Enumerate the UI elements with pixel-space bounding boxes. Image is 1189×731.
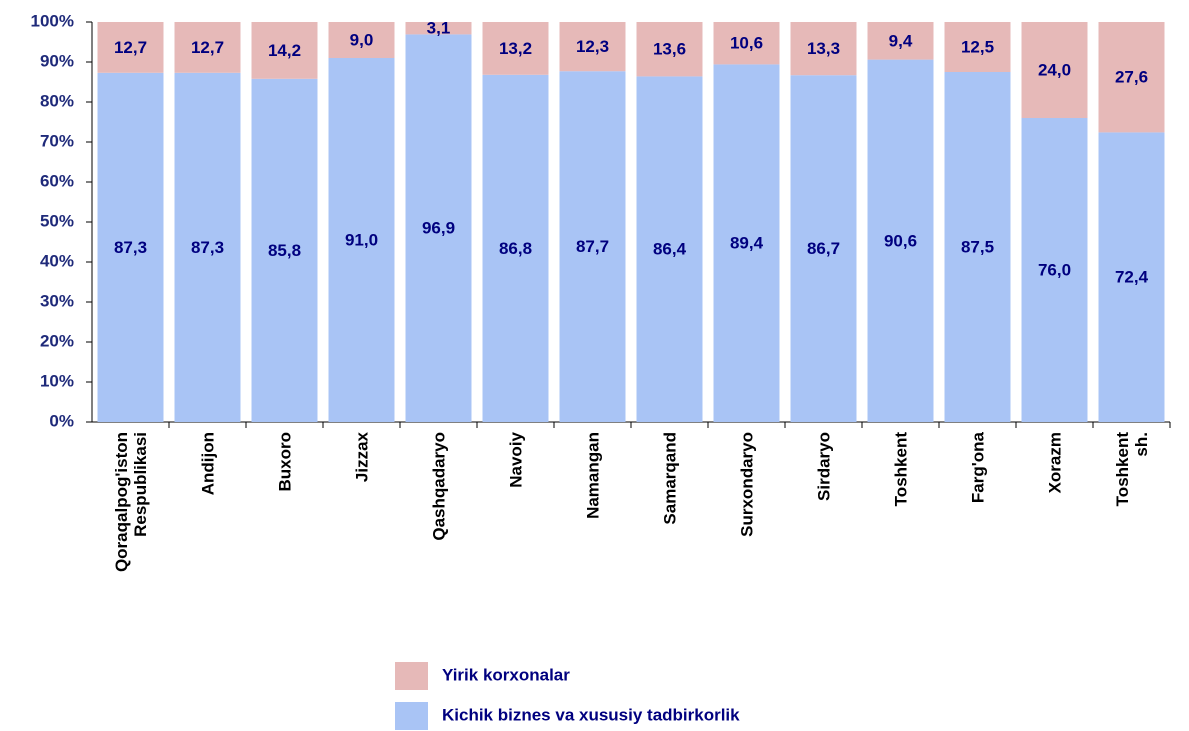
bar-segment	[867, 22, 934, 60]
bar-segment	[405, 22, 472, 35]
bar-segment	[174, 22, 241, 73]
y-tick-label: 40%	[40, 251, 74, 270]
y-tick-label: 90%	[40, 51, 74, 70]
value-label: 86,8	[499, 239, 532, 258]
x-tick-label: Samarqand	[660, 432, 679, 525]
x-tick-label: Toshkent sh.	[1112, 432, 1151, 507]
value-label: 72,4	[1115, 268, 1149, 287]
bar-segment	[1021, 118, 1088, 422]
x-tick-label: Qoraqalpog'iston Respublikasi	[111, 432, 150, 573]
bar-segment	[328, 58, 395, 422]
x-tick-label: Andijon	[198, 432, 217, 496]
bar-segment	[944, 72, 1011, 422]
bar-segment	[174, 72, 241, 423]
bar-segment	[944, 22, 1011, 72]
value-label: 10,6	[730, 34, 763, 53]
y-tick-label: 30%	[40, 291, 74, 310]
value-label: 24,0	[1038, 60, 1071, 79]
bar-segment	[790, 22, 857, 76]
value-label: 86,7	[807, 239, 840, 258]
bar-segment	[636, 76, 703, 423]
y-tick-label: 80%	[40, 91, 74, 110]
value-label: 12,3	[576, 37, 609, 56]
bar-segment	[559, 22, 626, 72]
value-label: 27,6	[1115, 68, 1148, 87]
legend-label: Kichik biznes va xususiy tadbirkorlik	[442, 705, 740, 724]
x-tick-label: Xorazm	[1045, 432, 1064, 494]
bar-segment	[867, 59, 934, 422]
x-tick-label: Buxoro	[275, 432, 294, 492]
y-tick-label: 50%	[40, 211, 74, 230]
bar-segment	[559, 71, 626, 422]
value-label: 13,2	[499, 39, 532, 58]
y-tick-label: 10%	[40, 371, 74, 390]
bar-segment	[713, 22, 780, 65]
bar-segment	[482, 22, 549, 75]
bar-segment	[405, 34, 472, 423]
bar-segment	[1098, 22, 1165, 133]
legend-swatch	[395, 702, 428, 730]
value-label: 76,0	[1038, 260, 1071, 279]
x-tick-label: Qashqadaryo	[429, 432, 448, 541]
value-label: 12,7	[191, 38, 224, 57]
value-label: 87,3	[191, 238, 224, 257]
bar-segment	[713, 64, 780, 423]
bar-segment	[97, 22, 164, 73]
y-tick-label: 60%	[40, 171, 74, 190]
bar-segment	[97, 72, 164, 423]
bar-segment	[482, 74, 549, 423]
x-tick-label: Farg'ona	[968, 432, 987, 504]
value-label: 3,1	[427, 19, 451, 38]
legend-label: Yirik korxonalar	[442, 665, 570, 684]
value-label: 91,0	[345, 230, 378, 249]
x-tick-label: Jizzax	[352, 432, 371, 483]
x-tick-label: Surxondaryo	[737, 432, 756, 537]
bar-segment	[636, 22, 703, 77]
bar-segment	[1098, 132, 1165, 422]
bar-segment	[251, 78, 318, 423]
value-label: 13,3	[807, 39, 840, 58]
value-label: 86,4	[653, 240, 687, 259]
value-label: 87,5	[961, 237, 994, 256]
x-tick-label: Namangan	[583, 432, 602, 519]
y-tick-label: 100%	[31, 11, 74, 30]
bar-segment	[328, 22, 395, 58]
value-label: 12,7	[114, 38, 147, 57]
value-label: 96,9	[422, 219, 455, 238]
value-label: 12,5	[961, 37, 994, 56]
bar-segment	[1021, 22, 1088, 118]
bar-segment	[251, 22, 318, 79]
value-label: 14,2	[268, 41, 301, 60]
x-tick-label: Navoiy	[506, 432, 525, 488]
value-label: 13,6	[653, 40, 686, 59]
legend-swatch	[395, 662, 428, 690]
x-tick-label: Sirdaryo	[814, 432, 833, 501]
value-label: 90,6	[884, 231, 917, 250]
bar-segment	[790, 75, 857, 422]
value-label: 9,4	[889, 31, 913, 50]
y-tick-label: 20%	[40, 331, 74, 350]
x-tick-label: Toshkent	[891, 432, 910, 507]
value-label: 89,4	[730, 234, 764, 253]
value-label: 85,8	[268, 241, 301, 260]
y-tick-label: 0%	[49, 411, 74, 430]
y-tick-label: 70%	[40, 131, 74, 150]
value-label: 87,7	[576, 237, 609, 256]
value-label: 87,3	[114, 238, 147, 257]
value-label: 9,0	[350, 30, 374, 49]
